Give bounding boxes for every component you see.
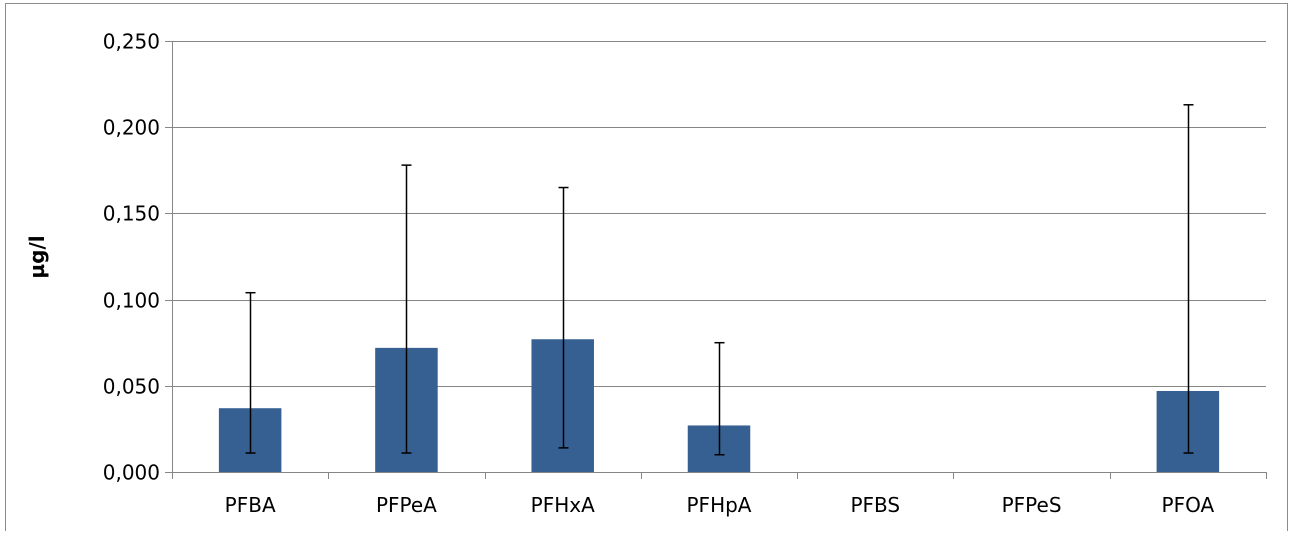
x-tick-labels: PFBA PFPeA PFHxA PFHpA PFBS PFPeS PFOA (225, 493, 1215, 517)
y-tick-label: 0,050 (103, 375, 160, 399)
bar-pfhxa (531, 339, 594, 472)
error-bars (245, 104, 1194, 456)
gridlines (172, 41, 1266, 387)
chart-frame (5, 3, 1288, 531)
y-tick-label: 0,000 (103, 461, 160, 485)
axes (165, 41, 1267, 479)
y-tick-labels: 0,000 0,050 0,100 0,150 0,200 0,250 (103, 30, 160, 485)
y-tick-label: 0,200 (103, 116, 160, 140)
y-axis-title: µg/l (25, 235, 49, 278)
x-tick-label: PFPeS (1002, 493, 1062, 517)
y-tick-label: 0,150 (103, 202, 160, 226)
y-tick-label: 0,250 (103, 30, 160, 54)
x-tick-label: PFPeA (376, 493, 437, 517)
x-tick-label: PFOA (1162, 493, 1215, 517)
x-tick-label: PFBA (225, 493, 276, 517)
y-tick-label: 0,100 (103, 289, 160, 313)
x-tick-label: PFHxA (531, 493, 595, 517)
x-tick-label: PFBS (850, 493, 900, 517)
x-tick-label: PFHpA (687, 493, 752, 517)
